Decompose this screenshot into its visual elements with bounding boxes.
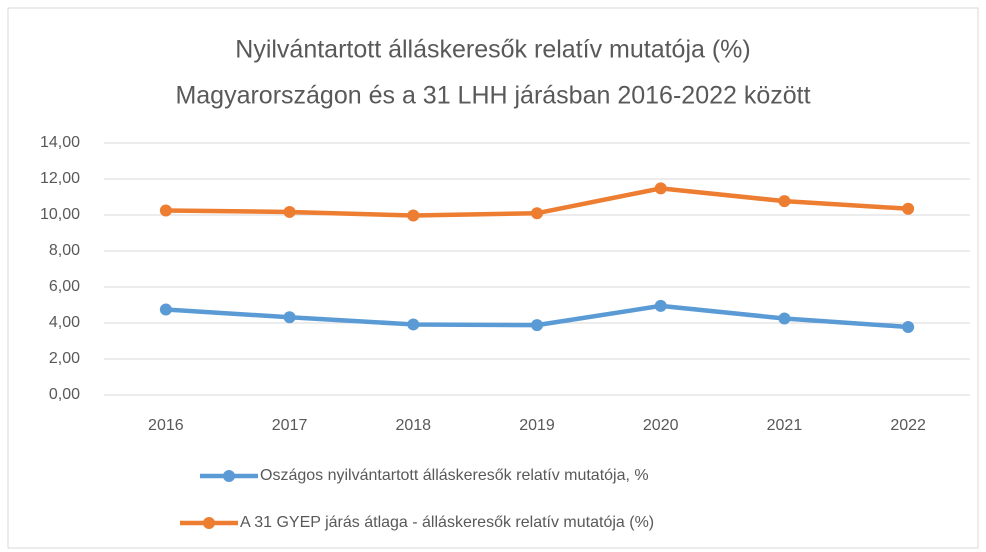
chart-border [7, 7, 979, 549]
y-tick-label: 0,00 [49, 386, 80, 403]
legend-marker [223, 470, 235, 482]
x-tick-label: 2016 [148, 417, 184, 434]
data-point [159, 204, 172, 217]
y-tick-label: 8,00 [49, 242, 80, 259]
x-tick-label: 2022 [890, 417, 926, 434]
chart-title: Nyilvántartott álláskeresők relatív muta… [235, 36, 750, 64]
y-tick-label: 6,00 [49, 278, 80, 295]
data-point [159, 303, 172, 316]
x-tick-label: 2021 [767, 417, 803, 434]
legend-label: Oszágos nyilvántartott álláskeresők rela… [260, 467, 649, 484]
data-point [407, 318, 420, 331]
x-tick-label: 2019 [519, 417, 555, 434]
legend-label: A 31 GYEP járás átlaga - álláskeresők re… [240, 514, 654, 531]
y-tick-label: 4,00 [49, 314, 80, 331]
data-point [778, 195, 791, 208]
x-tick-label: 2020 [643, 417, 679, 434]
data-point [531, 319, 543, 332]
x-tick-label: 2018 [395, 417, 431, 434]
y-tick-label: 12,00 [40, 170, 80, 187]
legend-marker [203, 517, 215, 529]
data-point [654, 299, 667, 312]
data-point [407, 209, 420, 222]
data-point [283, 311, 296, 324]
y-tick-label: 10,00 [40, 206, 80, 223]
data-point [283, 205, 296, 218]
data-point [531, 207, 543, 220]
data-point [654, 182, 667, 195]
y-tick-label: 2,00 [49, 350, 80, 367]
y-tick-label: 14,00 [40, 134, 80, 151]
data-point [902, 320, 915, 333]
x-tick-label: 2017 [272, 417, 308, 434]
data-point [778, 312, 791, 325]
chart-title: Magyarországon és a 31 LHH járásban 2016… [175, 82, 810, 110]
data-point [902, 202, 915, 215]
